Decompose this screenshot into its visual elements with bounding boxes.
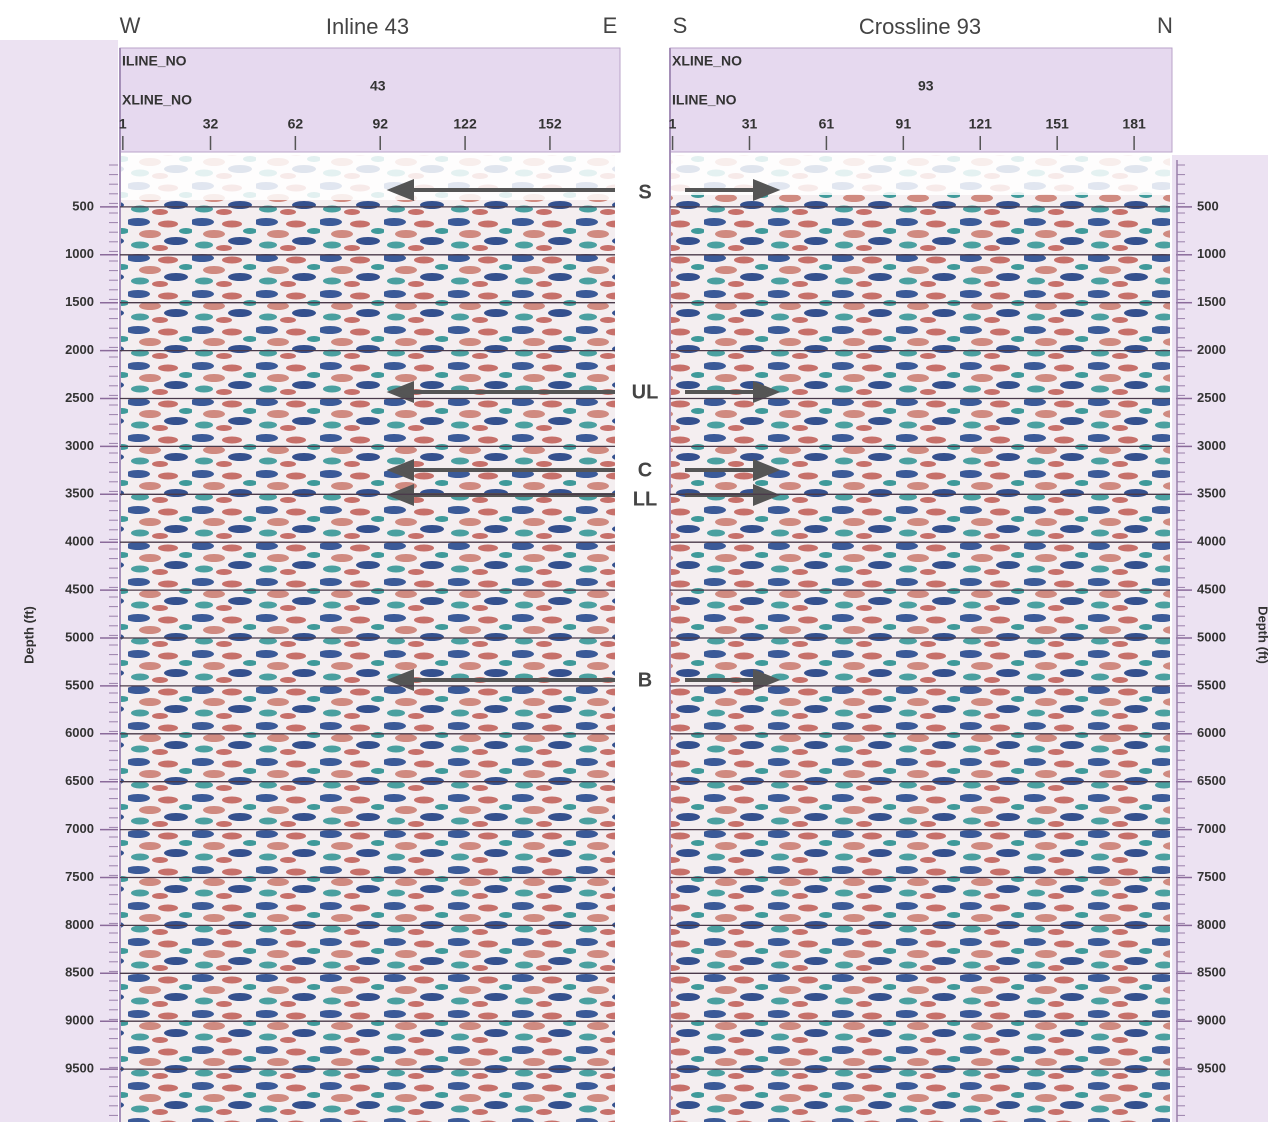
depth-tick-label: 5000	[65, 629, 94, 644]
depth-tick-label: 4500	[1197, 582, 1226, 597]
trace-tick-label: 151	[1045, 116, 1069, 132]
header-field: XLINE_NO	[672, 53, 742, 69]
depth-tick-label: 500	[72, 198, 94, 213]
header-value: 93	[918, 78, 934, 94]
depth-tick-label: 8000	[1197, 917, 1226, 932]
depth-tick-label: 7500	[1197, 869, 1226, 884]
trace-tick-label: 32	[203, 116, 219, 132]
depth-tick-label: 6000	[1197, 725, 1226, 740]
depth-tick-label: 5500	[65, 677, 94, 692]
trace-tick-label: 61	[819, 116, 835, 132]
depth-tick-label: 6500	[1197, 773, 1226, 788]
panel-right-label: N	[1157, 13, 1173, 38]
axis-strip	[0, 40, 118, 1122]
trace-tick-label: 92	[372, 116, 388, 132]
trace-tick-label: 1	[119, 116, 127, 132]
depth-tick-label: 3500	[65, 486, 94, 501]
header-field: XLINE_NO	[122, 92, 192, 108]
depth-tick-label: 2500	[65, 390, 94, 405]
depth-tick-label: 6000	[65, 725, 94, 740]
seismic-top	[120, 155, 615, 200]
depth-tick-label: 8000	[65, 917, 94, 932]
depth-tick-label: 1500	[65, 294, 94, 309]
horizon-label: B	[638, 669, 652, 691]
panel-header	[669, 47, 1173, 153]
header-field: ILINE_NO	[672, 92, 737, 108]
depth-tick-label: 8500	[65, 965, 94, 980]
depth-tick-label: 3500	[1197, 486, 1226, 501]
depth-tick-label: 4500	[65, 582, 94, 597]
panel-right-label: E	[603, 13, 618, 38]
axis-label: Depth (ft)	[21, 606, 36, 664]
trace-tick-label: 91	[896, 116, 912, 132]
panel-left-label: W	[120, 13, 141, 38]
horizon-label: UL	[632, 381, 659, 403]
depth-tick-label: 7000	[1197, 821, 1226, 836]
header-field: ILINE_NO	[122, 53, 187, 69]
depth-tick-label: 1000	[1197, 246, 1226, 261]
trace-tick-label: 62	[288, 116, 304, 132]
depth-tick-label: 2000	[1197, 342, 1226, 357]
trace-tick-label: 31	[742, 116, 758, 132]
depth-tick-label: 4000	[65, 534, 94, 549]
depth-tick-label: 9000	[65, 1013, 94, 1028]
depth-tick-label: 5000	[1197, 629, 1226, 644]
depth-tick-label: 7000	[65, 821, 94, 836]
depth-tick-label: 3000	[65, 438, 94, 453]
depth-tick-label: 3000	[1197, 438, 1226, 453]
depth-tick-label: 4000	[1197, 534, 1226, 549]
depth-tick-label: 2500	[1197, 390, 1226, 405]
horizon-label: LL	[633, 488, 657, 510]
horizon-label: C	[638, 459, 652, 481]
horizon-label: S	[638, 181, 651, 203]
depth-tick-label: 1000	[65, 246, 94, 261]
trace-tick-label: 1	[669, 116, 677, 132]
panel-title: Crossline 93	[859, 14, 981, 39]
panel-header	[119, 47, 621, 153]
trace-tick-label: 152	[538, 116, 562, 132]
depth-tick-label: 9500	[65, 1061, 94, 1076]
depth-tick-label: 9000	[1197, 1013, 1226, 1028]
depth-tick-label: 8500	[1197, 965, 1226, 980]
header-value: 43	[370, 78, 386, 94]
depth-tick-label: 500	[1197, 198, 1219, 213]
trace-tick-label: 181	[1122, 116, 1146, 132]
panel-title: Inline 43	[326, 14, 409, 39]
depth-tick-label: 5500	[1197, 677, 1226, 692]
trace-tick-label: 122	[453, 116, 477, 132]
depth-tick-label: 6500	[65, 773, 94, 788]
depth-tick-label: 7500	[65, 869, 94, 884]
depth-tick-label: 9500	[1197, 1061, 1226, 1076]
depth-tick-label: 2000	[65, 342, 94, 357]
arrows	[386, 179, 781, 691]
axis-label: Depth (ft)	[1256, 606, 1268, 664]
panel-left-label: S	[673, 13, 688, 38]
depth-tick-label: 1500	[1197, 294, 1226, 309]
trace-tick-label: 121	[969, 116, 993, 132]
